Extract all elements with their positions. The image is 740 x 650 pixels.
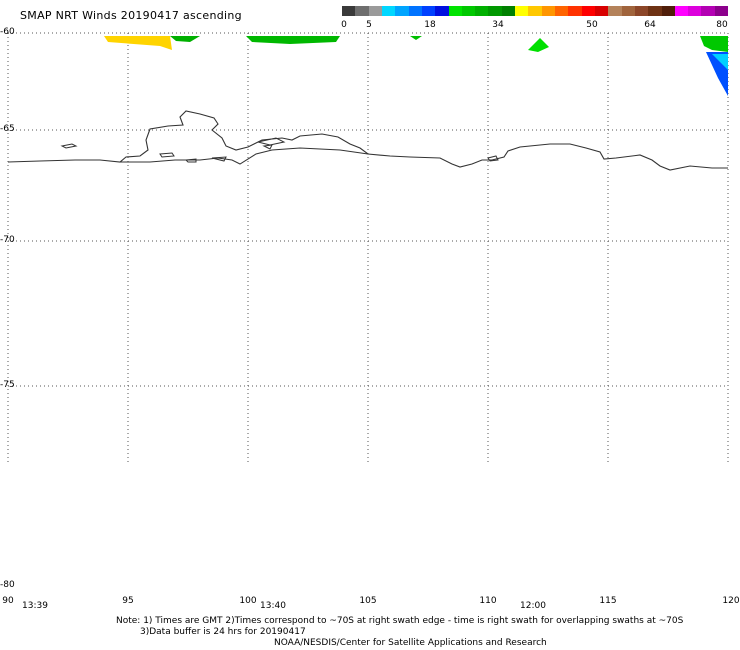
island-f bbox=[262, 144, 273, 150]
coastline-inner bbox=[120, 147, 369, 165]
colorbar-segment bbox=[342, 6, 356, 16]
colorbar-segment bbox=[528, 6, 542, 16]
island-g bbox=[487, 155, 499, 162]
swath-green-top-c bbox=[410, 36, 422, 40]
colorbar-segment bbox=[701, 6, 715, 16]
colorbar-tick-label: 5 bbox=[366, 20, 372, 30]
island-b bbox=[159, 152, 175, 158]
colorbar-segment bbox=[714, 6, 729, 16]
longitude-label: 100 bbox=[239, 596, 257, 606]
island-e bbox=[257, 137, 286, 146]
graticule-grid bbox=[7, 32, 729, 465]
colorbar-segment bbox=[581, 6, 595, 16]
swath-green-top-b bbox=[246, 36, 340, 44]
swath-green-top-a bbox=[170, 36, 200, 42]
latitude-label: -75 bbox=[0, 380, 15, 390]
colorbar-segment bbox=[541, 6, 555, 16]
colorbar-segment bbox=[435, 6, 449, 16]
colorbar-segment bbox=[368, 6, 382, 16]
colorbar-tick-label: 50 bbox=[586, 20, 598, 30]
wind-speed-colorbar bbox=[342, 6, 729, 16]
colorbar-segment bbox=[555, 6, 569, 16]
latitude-label: -80 bbox=[0, 580, 15, 590]
time-label-1: 13:39 bbox=[22, 601, 48, 611]
island-d bbox=[211, 156, 227, 162]
colorbar-segment bbox=[355, 6, 369, 16]
colorbar-segment bbox=[501, 6, 516, 16]
wind-swath-fragments bbox=[104, 36, 728, 96]
note-line-3: NOAA/NESDIS/Center for Satellite Applica… bbox=[274, 638, 547, 648]
colorbar-tick-label: 80 bbox=[716, 20, 728, 30]
island-a bbox=[60, 143, 78, 149]
swath-yellow-top bbox=[104, 36, 172, 50]
colorbar-segment bbox=[648, 6, 662, 16]
longitude-label: 115 bbox=[599, 596, 617, 606]
longitude-label: 95 bbox=[122, 596, 134, 606]
colorbar-tick-label: 64 bbox=[644, 20, 656, 30]
colorbar-segment bbox=[488, 6, 502, 16]
note-line-1: Note: 1) Times are GMT 2)Times correspon… bbox=[116, 616, 684, 626]
longitude-label: 105 bbox=[359, 596, 377, 606]
colorbar-segment bbox=[661, 6, 675, 16]
longitude-label: 110 bbox=[479, 596, 497, 606]
map-title: SMAP NRT Winds 20190417 ascending bbox=[20, 9, 242, 22]
latitude-label: -60 bbox=[0, 27, 15, 37]
note-line-2: 3)Data buffer is 24 hrs for 20190417 bbox=[140, 627, 306, 637]
swath-cyan-right bbox=[712, 54, 728, 70]
colorbar-segment bbox=[688, 6, 702, 16]
colorbar-segment bbox=[515, 6, 529, 16]
colorbar-tick-label: 18 bbox=[424, 20, 436, 30]
colorbar-segment bbox=[461, 6, 476, 16]
longitude-label: 120 bbox=[722, 596, 740, 606]
colorbar-segment bbox=[381, 6, 396, 16]
latitude-label: -70 bbox=[0, 235, 15, 245]
colorbar-segment bbox=[594, 6, 609, 16]
time-label-2: 13:40 bbox=[260, 601, 286, 611]
time-label-3: 12:00 bbox=[520, 601, 546, 611]
colorbar-segment bbox=[395, 6, 409, 16]
colorbar-tick-label: 34 bbox=[492, 20, 504, 30]
colorbar-segment bbox=[608, 6, 622, 16]
colorbar-segment bbox=[475, 6, 489, 16]
longitude-label: 90 bbox=[2, 596, 14, 606]
colorbar-segment bbox=[674, 6, 689, 16]
swath-green-right bbox=[700, 36, 728, 52]
colorbar-segment bbox=[421, 6, 436, 16]
colorbar-tick-label: 0 bbox=[341, 20, 347, 30]
latitude-label: -65 bbox=[0, 124, 15, 134]
colorbar-segment bbox=[408, 6, 422, 16]
swath-green-top-d bbox=[528, 38, 549, 52]
colorbar-segment bbox=[634, 6, 649, 16]
colorbar-segment bbox=[568, 6, 582, 16]
colorbar-segment bbox=[621, 6, 635, 16]
colorbar-segment bbox=[448, 6, 462, 16]
coastline bbox=[7, 110, 728, 171]
island-c bbox=[184, 158, 197, 163]
